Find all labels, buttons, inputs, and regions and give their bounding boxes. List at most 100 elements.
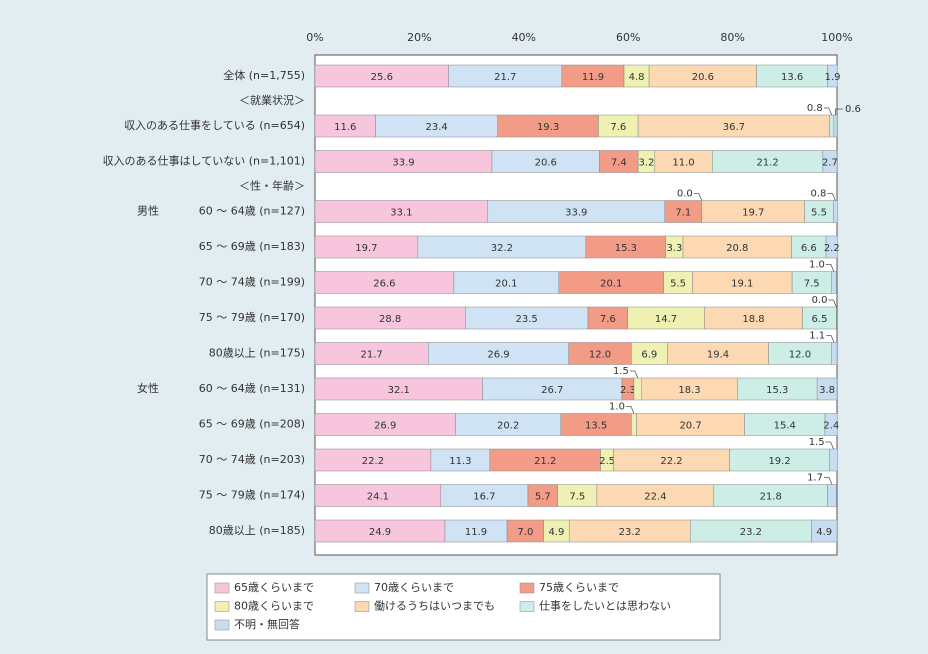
- value-label: 7.6: [610, 122, 626, 133]
- value-label: 16.7: [473, 492, 495, 503]
- value-label: 11.0: [672, 158, 694, 169]
- value-label: 24.9: [369, 527, 391, 538]
- value-label: 21.2: [534, 456, 556, 467]
- x-tick-label: 40%: [512, 31, 536, 44]
- value-label: 11.6: [334, 122, 356, 133]
- value-label: 11.9: [582, 72, 604, 83]
- value-label: 2.4: [823, 421, 839, 432]
- value-label: 25.6: [371, 72, 393, 83]
- value-label: 19.1: [731, 279, 753, 290]
- value-label: 0.0: [677, 189, 693, 200]
- row-label: 60 ～ 64歳 (n=127): [199, 205, 305, 218]
- legend-swatch: [519, 582, 535, 594]
- value-label: 7.0: [517, 527, 533, 538]
- legend-box: [206, 573, 721, 641]
- value-label: 3.8: [819, 385, 835, 396]
- value-label: 1.9: [825, 72, 841, 83]
- leader-line: [827, 193, 836, 201]
- value-label: 20.1: [600, 279, 622, 290]
- row-label: 65 ～ 69歳 (n=208): [199, 418, 305, 431]
- value-label: 7.1: [675, 208, 691, 219]
- bar-segment: [831, 342, 838, 365]
- leader-line: [835, 108, 843, 115]
- value-label: 21.7: [494, 72, 516, 83]
- x-tick-label: 20%: [407, 31, 431, 44]
- bar-segment: [833, 114, 838, 138]
- value-label: 19.3: [537, 122, 559, 133]
- x-tick-label: 80%: [720, 31, 744, 44]
- legend-swatch: [354, 582, 370, 594]
- bar-segment: [829, 114, 835, 138]
- bar-segment: [816, 377, 838, 401]
- legend-label: 65歳くらいまで: [234, 581, 314, 594]
- value-label: 22.2: [362, 456, 384, 467]
- bar-segment: [827, 64, 838, 88]
- value-label: 1.5: [809, 437, 825, 448]
- row-label: 収入のある仕事はしていない (n=1,101): [103, 155, 305, 168]
- value-label: 4.8: [629, 72, 645, 83]
- row-label: 70 ～ 74歳 (n=203): [199, 453, 305, 466]
- value-label: 4.9: [548, 527, 564, 538]
- row-label: 70 ～ 74歳 (n=199): [199, 276, 305, 289]
- row-label: 80歳以上 (n=175): [209, 347, 305, 360]
- value-label: 0.0: [812, 295, 828, 306]
- value-label: 20.1: [495, 279, 517, 290]
- legend-swatch: [214, 582, 230, 594]
- value-label: 20.2: [497, 421, 519, 432]
- row-label: 75 ～ 79歳 (n=170): [199, 311, 305, 324]
- legend-label: 75歳くらいまで: [539, 581, 619, 594]
- value-label: 26.7: [541, 385, 563, 396]
- value-label: 28.8: [379, 314, 401, 325]
- value-label: 2.7: [822, 158, 838, 169]
- bar-segment: [631, 413, 637, 436]
- value-label: 20.7: [679, 421, 701, 432]
- legend-swatch: [519, 601, 535, 612]
- value-label: 33.1: [390, 208, 412, 219]
- value-label: 7.5: [804, 279, 820, 290]
- row-label: ＜就業状況＞: [239, 93, 305, 107]
- value-label: 15.3: [766, 385, 788, 396]
- group-label: 女性: [137, 381, 159, 395]
- value-label: 12.0: [789, 350, 811, 361]
- value-label: 12.0: [589, 350, 611, 361]
- row-label: ＜性・年齢＞: [239, 179, 305, 193]
- bar-segment: [831, 271, 837, 294]
- leader-line: [625, 406, 635, 414]
- legend-swatch: [354, 601, 370, 612]
- value-label: 13.5: [585, 421, 607, 432]
- value-label: 1.5: [613, 366, 629, 377]
- value-label: 23.4: [425, 122, 447, 133]
- value-label: 21.7: [361, 350, 383, 361]
- value-label: 23.2: [619, 527, 641, 538]
- leader-line: [824, 477, 833, 485]
- value-label: 18.3: [678, 385, 700, 396]
- value-label: 26.6: [373, 279, 395, 290]
- x-tick-label: 100%: [821, 31, 852, 44]
- value-label: 20.6: [692, 72, 714, 83]
- legend-label: 80歳くらいまで: [234, 600, 314, 613]
- value-label: 7.4: [611, 158, 627, 169]
- value-label: 20.6: [535, 158, 557, 169]
- value-label: 20.8: [726, 243, 748, 254]
- value-label: 19.7: [355, 243, 377, 254]
- value-label: 22.2: [660, 456, 682, 467]
- value-label: 7.6: [600, 314, 616, 325]
- value-label: 0.6: [845, 104, 861, 115]
- row-label: 65 ～ 69歳 (n=183): [199, 240, 305, 253]
- bar-segment: [833, 200, 838, 223]
- bar-segment: [829, 448, 838, 472]
- value-label: 2.3: [620, 385, 636, 396]
- legend-swatch: [214, 619, 230, 631]
- value-label: 6.9: [641, 350, 657, 361]
- row-label: 収入のある仕事をしている (n=654): [124, 119, 305, 132]
- value-label: 15.4: [774, 421, 796, 432]
- row-label: 60 ～ 64歳 (n=131): [199, 382, 305, 395]
- row-label: 75 ～ 79歳 (n=174): [199, 489, 305, 502]
- legend-label: 働けるうちはいつまでも: [374, 600, 495, 613]
- value-label: 32.2: [491, 243, 513, 254]
- bar-segment: [822, 150, 838, 173]
- value-label: 0.8: [807, 103, 823, 114]
- x-tick-label: 60%: [616, 31, 640, 44]
